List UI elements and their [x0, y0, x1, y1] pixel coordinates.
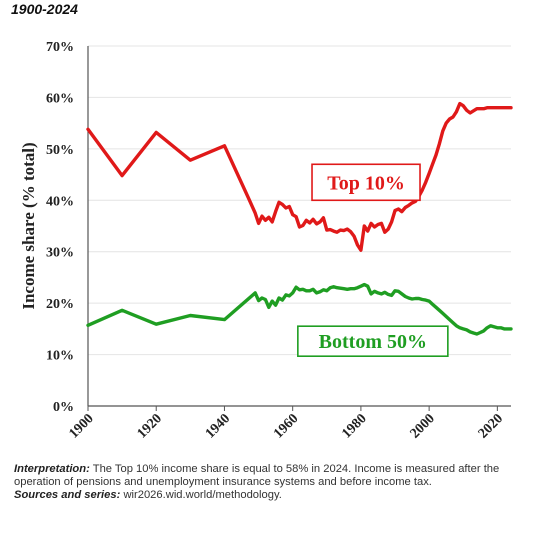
interpretation-label: Interpretation: [14, 463, 90, 475]
top10-series-label-text: Top 10% [327, 172, 405, 194]
x-tick-label: 1920 [135, 411, 165, 441]
interpretation-text: The Top 10% income share is equal to 58%… [14, 463, 500, 488]
x-tick-label: 2020 [476, 411, 506, 441]
y-axis-label: Income share (% total) [19, 142, 38, 309]
interpretation-note: Interpretation: The Top 10% income share… [14, 463, 524, 489]
bottom50-series-label-text: Bottom 50% [319, 331, 427, 353]
chart-notes: Interpretation: The Top 10% income share… [14, 463, 524, 502]
y-tick-label: 40% [46, 194, 74, 209]
bottom50-series-label: Bottom 50% [297, 325, 449, 358]
series-layer [86, 101, 513, 336]
y-tick-label: 0% [53, 400, 74, 415]
bottom50-series-label-box [297, 325, 449, 358]
sources-label: Sources and series: [14, 489, 121, 501]
x-tick-label: 1900 [66, 411, 96, 441]
x-tick-label: 1940 [203, 411, 233, 441]
top10-series-label: Top 10% [311, 163, 421, 202]
y-tick-label: 10% [46, 349, 74, 364]
y-tick-label: 70% [46, 40, 74, 55]
bottom50-series-line [86, 282, 513, 336]
x-tick-label: 2000 [408, 411, 438, 441]
chart-title: 1900-2024 [11, 1, 78, 17]
y-tick-label: 60% [46, 91, 74, 106]
sources-note: Sources and series: wir2026.wid.world/me… [14, 489, 524, 502]
y-tick-label: 30% [46, 246, 74, 261]
top10-series-line [86, 101, 513, 252]
y-tick-label: 20% [46, 297, 74, 312]
line-chart: 0% 10% 20% 30% 40% 50% 60% 70% 1900 1920 1940 1960 1… [19, 40, 513, 442]
top10-series-label-box [311, 163, 421, 202]
y-tick-label: 50% [46, 143, 74, 158]
x-tick-label: 1960 [271, 411, 301, 441]
sources-text: wir2026.wid.world/methodology. [123, 489, 282, 501]
x-tick-label: 1980 [339, 411, 369, 441]
series-label-layer: Top 10% Bottom 50% [297, 163, 449, 358]
axis-layer: 0% 10% 20% 30% 40% 50% 60% 70% 1900 1920 1940 1960 1… [46, 40, 511, 442]
